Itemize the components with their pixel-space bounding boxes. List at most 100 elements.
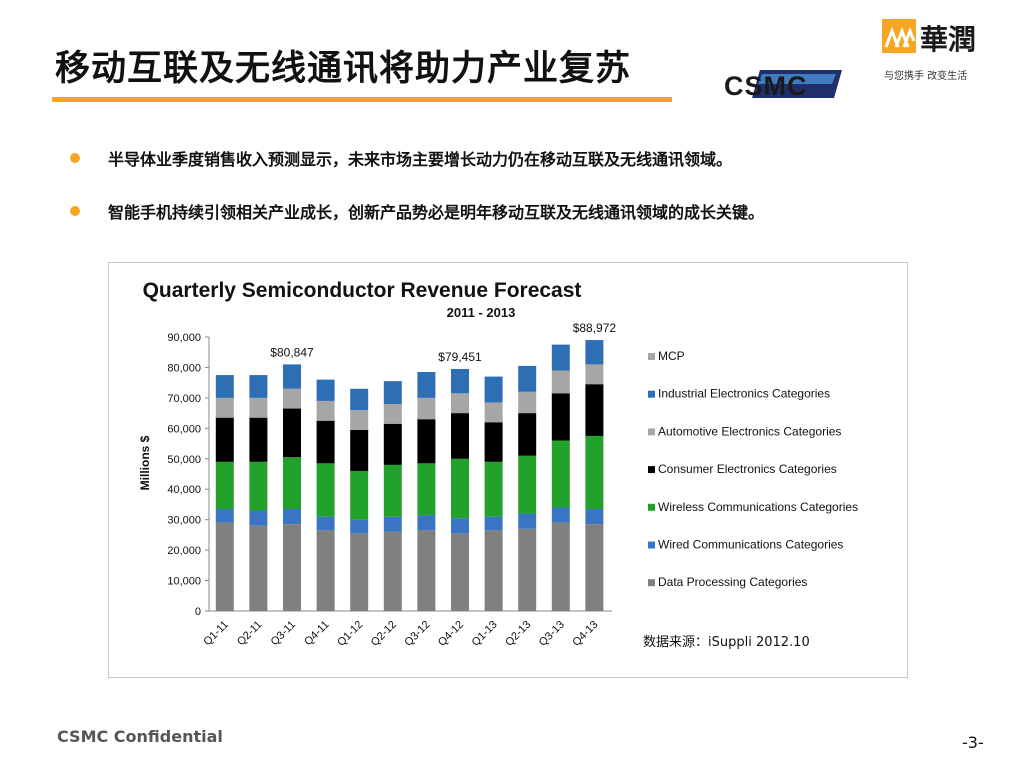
- plot-area: 0 10,000 20,000 30,000 40,000 50,000 60,000 70,…: [167, 321, 858, 649]
- bar-segment: [383, 531, 402, 611]
- bullet-text: 智能手机持续引领相关产业成长，创新产品势必是明年移动互联及无线通讯领域的成长关键…: [108, 203, 765, 222]
- huarun-slogan: 与您携手 改变生活: [884, 69, 967, 82]
- y-tick-label: 50,000: [167, 454, 201, 466]
- bar-segment: [585, 435, 604, 510]
- page-number: -3-: [962, 733, 984, 752]
- y-tick-label: 10,000: [167, 576, 201, 588]
- bar-segment: [249, 417, 268, 462]
- bar-segment: [484, 376, 503, 403]
- bar-segment: [551, 370, 570, 394]
- legend-swatch: [648, 466, 655, 474]
- bar-segment: [283, 408, 301, 458]
- bar-segment: [383, 403, 402, 424]
- bar-segment: [484, 516, 503, 531]
- bar-segment: [316, 420, 335, 464]
- x-tick-label: Q4-12: [436, 619, 466, 649]
- x-tick-label: Q3-11: [269, 619, 299, 649]
- legend-swatch: [648, 390, 655, 398]
- huarun-logo: 華潤 与您携手 改变生活: [882, 19, 976, 82]
- bar-segment: [417, 530, 436, 611]
- bar-segment: [551, 393, 570, 441]
- bar-segment: [350, 429, 369, 471]
- bar-segment: [451, 393, 469, 414]
- bar-segment: [283, 509, 301, 525]
- chart-title: Quarterly Semiconductor Revenue Forecast: [143, 279, 582, 302]
- bar-segment: [551, 507, 570, 523]
- y-tick-label: 70,000: [167, 393, 201, 405]
- title-underline: [52, 97, 672, 102]
- bar-segment: [249, 375, 268, 398]
- huarun-logo-text: 華潤: [920, 23, 976, 56]
- bar-segment: [551, 344, 570, 371]
- bar-segment: [383, 381, 402, 404]
- bullet-dot: [70, 206, 80, 216]
- bar-segment: [585, 384, 604, 436]
- total-annotation: $80,847: [270, 345, 314, 359]
- chart-container: Quarterly Semiconductor Revenue Forecast…: [108, 262, 908, 678]
- bar-segment: [249, 397, 268, 418]
- bar-segment: [215, 417, 234, 462]
- y-tick-label: 0: [195, 606, 201, 618]
- x-tick-label: Q4-13: [570, 619, 600, 649]
- bar-segment: [316, 379, 335, 401]
- y-tick-label: 90,000: [167, 332, 201, 344]
- legend-label: Industrial Electronics Categories: [658, 387, 830, 401]
- bar-segment: [518, 528, 537, 611]
- bar-segment: [551, 522, 570, 611]
- bar-segment: [518, 513, 537, 529]
- legend-swatch: [648, 579, 655, 587]
- bar-segment: [249, 525, 268, 611]
- bar-segment: [249, 461, 268, 511]
- x-tick-label: Q2-11: [235, 619, 265, 649]
- x-tick-label: Q1-12: [335, 619, 365, 649]
- x-tick-label: Q3-13: [537, 619, 567, 649]
- bar-segment: [283, 364, 301, 389]
- bar-segment: [350, 533, 369, 611]
- csmc-logo: CSMC: [724, 70, 842, 101]
- bar-segment: [585, 524, 604, 611]
- bar-segment: [585, 509, 604, 525]
- bar-segment: [215, 509, 234, 523]
- y-tick-label: 30,000: [167, 515, 201, 527]
- bar-segment: [350, 410, 369, 430]
- bar-segment: [518, 455, 537, 514]
- bar-segment: [383, 464, 402, 517]
- bar-segment: [484, 402, 503, 423]
- legend-label: MCP: [658, 349, 685, 363]
- bar-segment: [484, 530, 503, 611]
- bar-segment: [350, 470, 369, 520]
- bar-segment: [283, 388, 301, 409]
- y-tick-label: 20,000: [167, 545, 201, 557]
- bar-segment: [215, 375, 234, 398]
- bar-segment: [383, 516, 402, 532]
- bar-segment: [417, 419, 436, 464]
- x-tick-label: Q1-11: [201, 619, 231, 649]
- legend-label: Wireless Communications Categories: [658, 500, 858, 514]
- bar-segment: [249, 510, 268, 526]
- bar-segment: [383, 423, 402, 465]
- bar-segment: [484, 461, 503, 517]
- footer-confidential: CSMC Confidential: [57, 727, 223, 746]
- bar-segment: [451, 518, 469, 534]
- legend-label: Consumer Electronics Categories: [658, 462, 837, 476]
- legend-swatch: [648, 541, 655, 549]
- legend-label: Wired Communications Categories: [658, 538, 843, 552]
- bar-segment: [316, 400, 335, 421]
- total-annotation: $79,451: [438, 350, 482, 364]
- bar-segment: [316, 530, 335, 611]
- bar-segment: [316, 516, 335, 531]
- bar-segment: [451, 368, 469, 394]
- bar-segment: [451, 458, 469, 519]
- bar-segment: [417, 397, 436, 420]
- csmc-logo-text: CSMC: [724, 71, 808, 101]
- revenue-chart: Quarterly Semiconductor Revenue Forecast…: [138, 279, 858, 649]
- y-tick-label: 60,000: [167, 423, 201, 435]
- y-tick-label: 40,000: [167, 484, 201, 496]
- bar-segment: [417, 372, 436, 398]
- x-tick-label: Q2-12: [369, 619, 399, 649]
- bar-segment: [551, 440, 570, 508]
- bar-segment: [215, 522, 234, 611]
- x-tick-label: Q2-13: [503, 619, 533, 649]
- bar-segment: [283, 457, 301, 510]
- total-annotation: $88,972: [573, 321, 617, 335]
